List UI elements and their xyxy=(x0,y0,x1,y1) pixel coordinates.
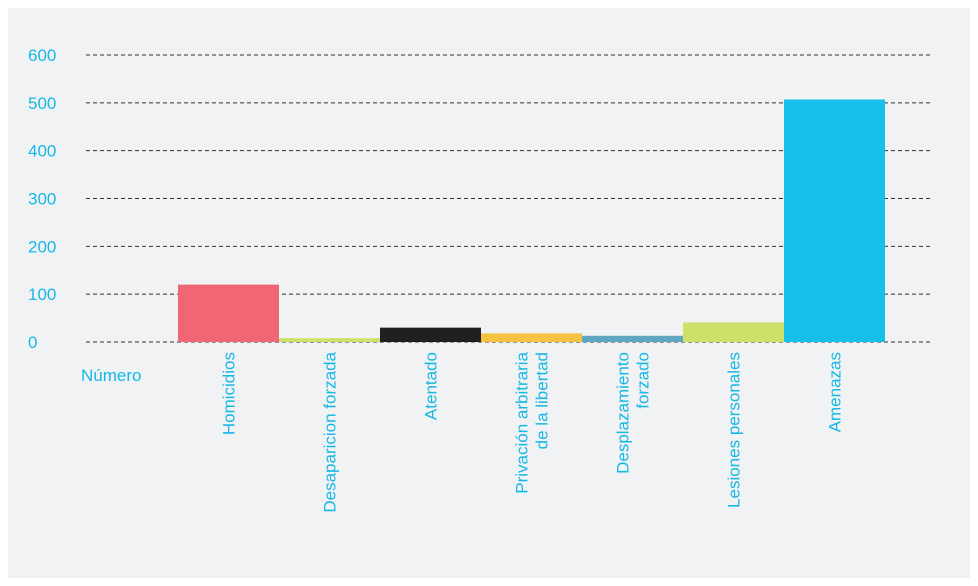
category-label-line: forzado xyxy=(634,352,653,409)
category-label: Desaparicion forzada xyxy=(321,351,340,512)
category-label: Amenazas xyxy=(826,352,845,432)
y-tick-label: 400 xyxy=(28,142,56,161)
y-tick-label: 100 xyxy=(28,285,56,304)
category-label: Desplazamientoforzado xyxy=(614,352,653,474)
category-label-line: Privación arbitraria xyxy=(513,351,532,493)
category-label: Homicidios xyxy=(220,352,239,435)
category-label-line: Homicidios xyxy=(220,352,239,435)
category-label-line: Desaparicion forzada xyxy=(321,351,340,512)
bar xyxy=(784,99,885,342)
bar xyxy=(380,327,481,342)
bar xyxy=(178,284,279,342)
category-label-line: Atentado xyxy=(422,352,441,420)
x-axis-label: Número xyxy=(81,366,141,385)
category-labels: Homicidios Desaparicion forzada Atentado Pr… xyxy=(220,351,845,512)
bar xyxy=(582,335,683,342)
category-label: Lesiones personales xyxy=(725,352,744,508)
y-tick-label: 200 xyxy=(28,237,56,256)
bar xyxy=(481,333,582,342)
category-label-line: Desplazamiento xyxy=(614,352,633,474)
category-label-line: de la libertad xyxy=(533,352,552,449)
y-tick-label: 600 xyxy=(28,46,56,65)
bars xyxy=(178,99,885,342)
category-label: Privación arbitrariade la libertad xyxy=(513,351,552,493)
category-label-line: Amenazas xyxy=(826,352,845,432)
bar-chart: 0 100 200 300 400 500 600 Homicidios Desaparici… xyxy=(28,46,932,513)
y-axis-ticks: 0 100 200 300 400 500 600 xyxy=(28,46,56,352)
bar xyxy=(683,322,784,342)
category-label-line: Lesiones personales xyxy=(725,352,744,508)
y-tick-label: 300 xyxy=(28,190,56,209)
y-tick-label: 500 xyxy=(28,94,56,113)
category-label: Atentado xyxy=(422,352,441,420)
bar xyxy=(279,338,380,342)
y-tick-label: 0 xyxy=(28,333,37,352)
chart-panel: 0 100 200 300 400 500 600 Homicidios Desaparici… xyxy=(8,8,970,578)
